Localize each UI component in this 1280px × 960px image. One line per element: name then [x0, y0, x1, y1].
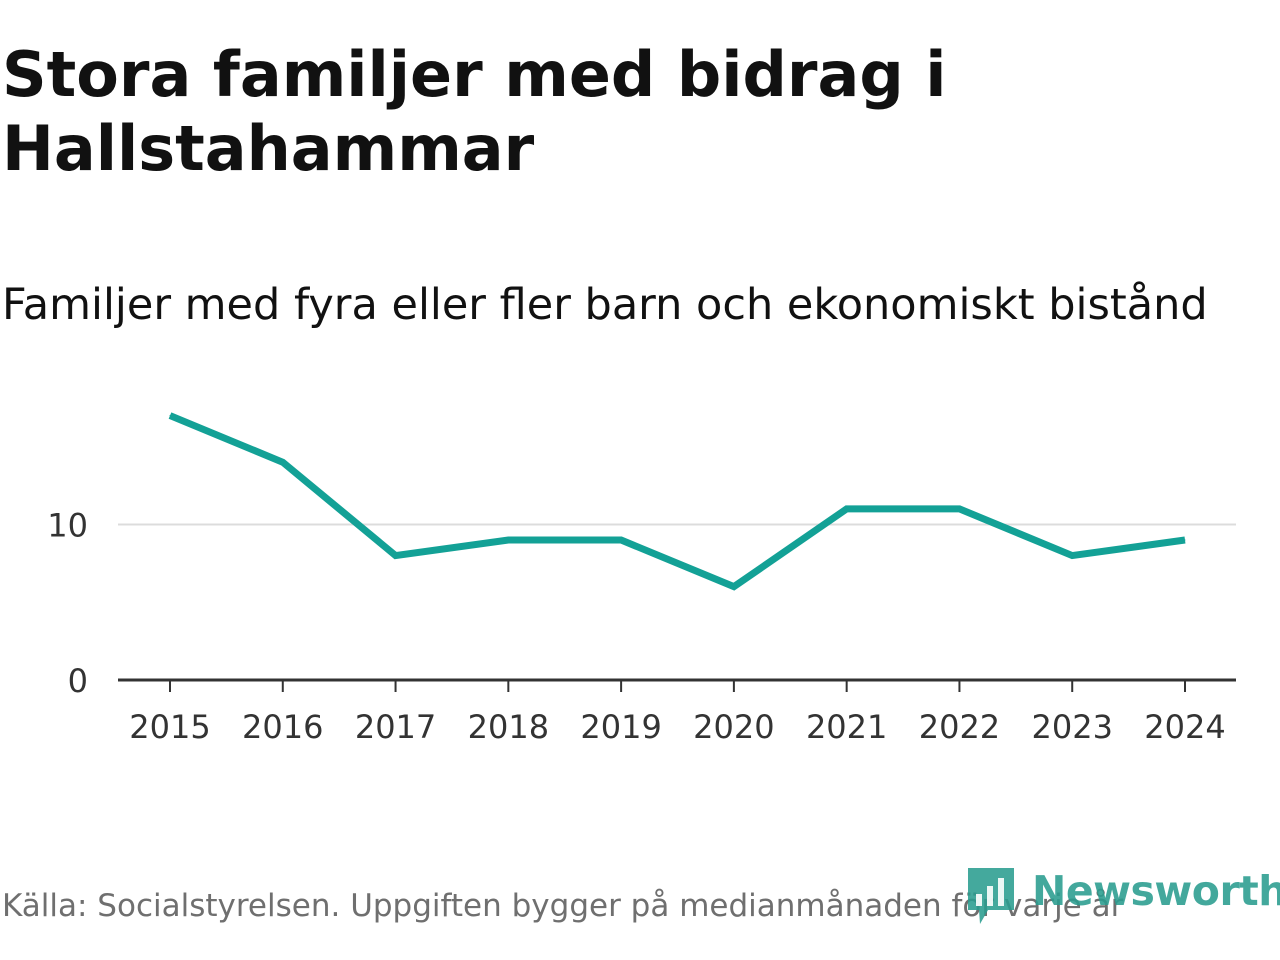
data-point-2021 — [846, 508, 848, 510]
data-point-2015 — [169, 415, 171, 417]
chart-title: Stora familjer med bidrag i Hallstahamma… — [2, 38, 947, 185]
x-tick-label: 2015 — [129, 708, 210, 746]
x-tick-label: 2019 — [580, 708, 661, 746]
data-point-2020 — [733, 586, 735, 588]
x-tick-label: 2017 — [355, 708, 436, 746]
x-tick-label: 2022 — [919, 708, 1000, 746]
data-point-2023 — [1071, 555, 1073, 557]
data-point-2016 — [282, 461, 284, 463]
line-chart: 0 10 2015 2016 2017 2018 2019 2020 2021 2022 2023 2… — [47, 412, 1236, 746]
x-tick-label: 2021 — [806, 708, 887, 746]
x-tick-label: 2024 — [1144, 708, 1225, 746]
logo-text: Newsworthy — [1032, 867, 1280, 915]
newsworthy-logo[interactable]: Newsworthy — [962, 862, 1280, 928]
x-tick-label: 2020 — [693, 708, 774, 746]
x-tick-label: 2018 — [468, 708, 549, 746]
data-point-2017 — [395, 555, 397, 557]
data-point-2019 — [620, 539, 622, 541]
source-note: Källa: Socialstyrelsen. Uppgiften bygger… — [2, 888, 1124, 924]
data-point-2018 — [507, 539, 509, 541]
data-point-2022 — [958, 508, 960, 510]
x-tick-label: 2016 — [242, 708, 323, 746]
y-tick-label: 10 — [47, 506, 88, 544]
data-point-2024 — [1184, 539, 1186, 541]
y-tick-label: 0 — [68, 662, 88, 700]
series-line — [168, 412, 1186, 591]
x-tick-label: 2023 — [1032, 708, 1113, 746]
chart-subtitle: Familjer med fyra eller fler barn och ek… — [2, 280, 1208, 330]
newsworthy-logo-icon — [968, 868, 1014, 924]
